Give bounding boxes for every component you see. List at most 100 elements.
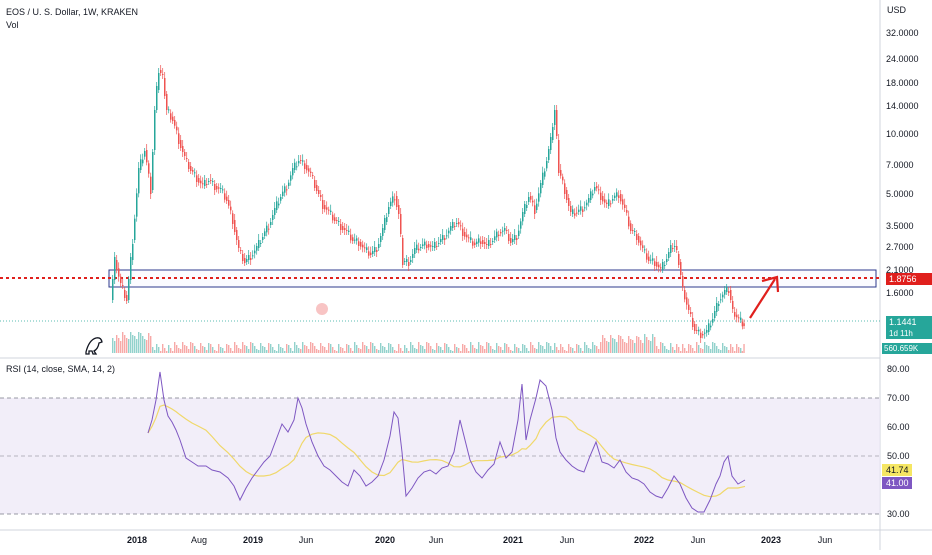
volume-bar bbox=[480, 345, 482, 353]
candle-body bbox=[662, 262, 664, 270]
symbol-title[interactable]: EOS / U. S. Dollar, 1W, KRAKEN bbox=[6, 7, 139, 17]
candle-body bbox=[724, 290, 726, 295]
price-tick-label: 10.0000 bbox=[886, 129, 919, 139]
candle-body bbox=[376, 250, 378, 252]
candle-body bbox=[272, 215, 274, 220]
candle-body bbox=[518, 230, 520, 236]
candle-body bbox=[454, 226, 456, 227]
candle-body bbox=[730, 290, 732, 300]
candle-body bbox=[548, 149, 550, 160]
candle-body bbox=[562, 176, 564, 181]
candle-body bbox=[232, 213, 234, 224]
volume-bar bbox=[424, 349, 426, 353]
volume-bar bbox=[620, 336, 622, 353]
volume-bar bbox=[278, 344, 280, 353]
candle-body bbox=[594, 187, 596, 191]
candle-body bbox=[738, 317, 740, 319]
time-tick-label: Jun bbox=[818, 535, 833, 545]
rsi-band bbox=[0, 398, 880, 514]
candle-body bbox=[312, 175, 314, 176]
candle-body bbox=[630, 223, 632, 231]
volume-bar bbox=[690, 345, 692, 353]
candle-body bbox=[180, 140, 182, 148]
candle-body bbox=[682, 276, 684, 287]
volume-bar bbox=[674, 350, 676, 353]
marker-dot[interactable] bbox=[316, 303, 328, 315]
volume-bar bbox=[554, 343, 556, 353]
candle-body bbox=[278, 203, 280, 206]
forecast-arrow[interactable] bbox=[749, 278, 776, 319]
volume-bar bbox=[734, 351, 736, 353]
candle-body bbox=[322, 200, 324, 209]
candle-body bbox=[212, 181, 214, 182]
candle-body bbox=[550, 137, 552, 150]
volume-bar bbox=[482, 346, 484, 353]
candle-body bbox=[710, 325, 712, 328]
candle-body bbox=[524, 204, 526, 214]
price-tick-label: 1.6000 bbox=[886, 288, 914, 298]
candle-body bbox=[304, 163, 306, 169]
candle-body bbox=[170, 113, 172, 120]
rsi-axis[interactable]: 80.00 70.00 60.00 50.00 30.00 bbox=[887, 364, 910, 519]
volume-bar bbox=[412, 345, 414, 353]
candle-body bbox=[286, 189, 288, 191]
candle-body bbox=[414, 248, 416, 254]
volume-bar bbox=[338, 344, 340, 353]
candle-body bbox=[300, 160, 302, 161]
volume-bar bbox=[636, 336, 638, 353]
candle-body bbox=[640, 240, 642, 246]
candle-body bbox=[434, 242, 436, 248]
candle-body bbox=[340, 224, 342, 230]
candle-body bbox=[118, 268, 120, 277]
volume-bar bbox=[292, 351, 294, 353]
volume-bar bbox=[606, 341, 608, 353]
rsi-tick-label: 70.00 bbox=[887, 393, 910, 403]
price-axis[interactable]: 32.0000 24.0000 18.0000 14.0000 10.0000 7.000… bbox=[886, 28, 919, 298]
volume-bar bbox=[136, 339, 138, 353]
candle-body bbox=[476, 241, 478, 244]
candle-body bbox=[468, 237, 470, 239]
candle-body bbox=[194, 172, 196, 174]
volume-bar bbox=[564, 350, 566, 353]
volume-bar bbox=[614, 339, 616, 353]
candle-body bbox=[516, 238, 518, 240]
volume-bar bbox=[666, 349, 668, 353]
volume-bar bbox=[118, 338, 120, 353]
volume-bar bbox=[520, 351, 522, 353]
volume-bar bbox=[460, 351, 462, 353]
volume-bar bbox=[352, 351, 354, 353]
candle-body bbox=[112, 279, 114, 300]
rsi-legend[interactable]: RSI (14, close, SMA, 14, 2) bbox=[6, 364, 116, 374]
candle-body bbox=[676, 246, 678, 250]
volume-bar bbox=[148, 333, 150, 353]
candle-body bbox=[250, 258, 252, 260]
candle-body bbox=[256, 246, 258, 251]
volume-bar bbox=[252, 343, 254, 353]
candle-body bbox=[280, 197, 282, 201]
volume-bar bbox=[438, 346, 440, 353]
volume-bar bbox=[276, 351, 278, 353]
candle-body bbox=[446, 235, 448, 237]
price-tick-label: 18.0000 bbox=[886, 78, 919, 88]
candle-body bbox=[510, 238, 512, 243]
candle-body bbox=[546, 161, 548, 169]
volume-bar bbox=[730, 344, 732, 353]
candle-body bbox=[228, 200, 230, 206]
volume-bar bbox=[568, 344, 570, 353]
volume-bar bbox=[208, 343, 210, 353]
candle-body bbox=[544, 171, 546, 177]
candle-body bbox=[506, 230, 508, 231]
time-axis[interactable]: 2018 Aug 2019 Jun 2020 Jun 2021 Jun 2022 Jun 2023 J… bbox=[127, 535, 832, 545]
volume-bar bbox=[602, 335, 604, 353]
candle-body bbox=[210, 180, 212, 181]
candle-body bbox=[658, 264, 660, 268]
candle-body bbox=[398, 205, 400, 214]
candle-body bbox=[540, 183, 542, 194]
candle-body bbox=[542, 172, 544, 185]
volume-bar bbox=[630, 339, 632, 353]
volume-bar bbox=[374, 346, 376, 353]
volume-legend[interactable]: Vol bbox=[6, 20, 19, 30]
candle-body bbox=[402, 238, 404, 265]
